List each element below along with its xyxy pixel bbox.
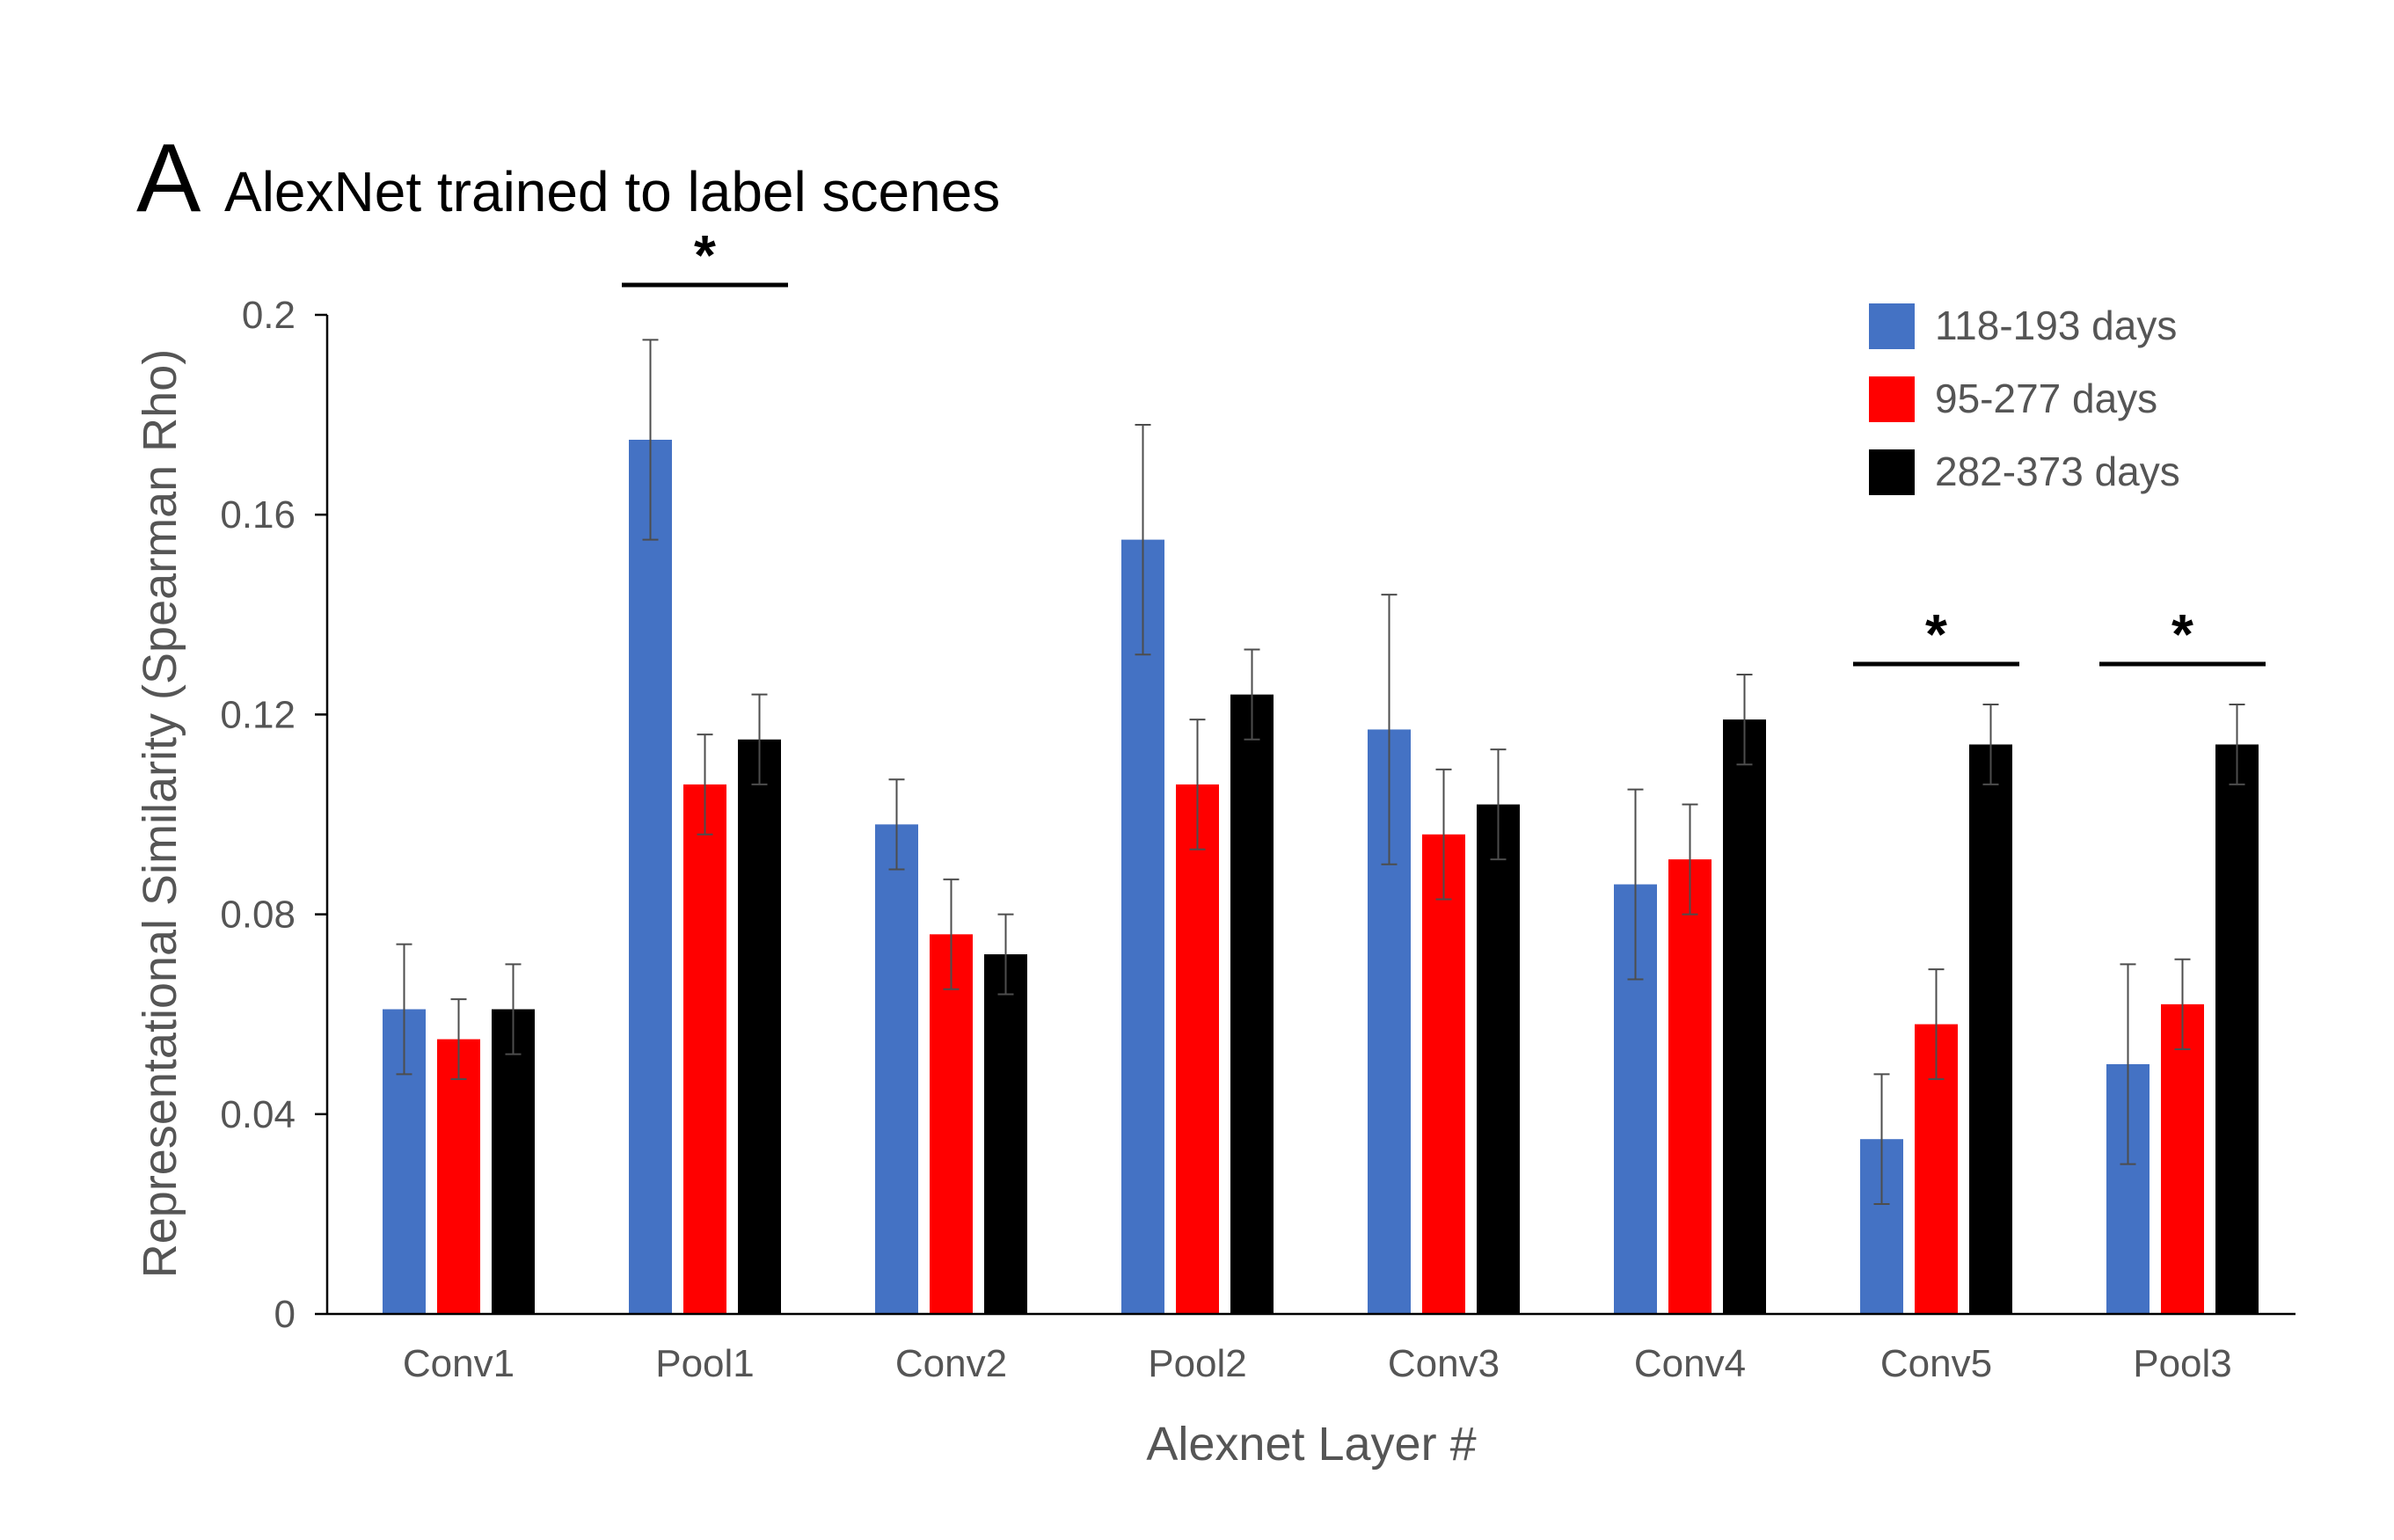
legend: 118-193 days 95-277 days 282-373 days xyxy=(1869,303,2180,495)
x-tick-label: Conv5 xyxy=(1880,1342,1992,1385)
x-tick-label: Conv4 xyxy=(1634,1342,1746,1385)
significance-star: * xyxy=(694,223,716,287)
bar xyxy=(437,1039,480,1314)
legend-label: 282-373 days xyxy=(1935,449,2180,494)
bars xyxy=(383,440,2259,1314)
bar xyxy=(629,440,672,1314)
significance-star: * xyxy=(2171,602,2193,666)
bar xyxy=(875,824,918,1314)
y-tick-label: 0.08 xyxy=(220,894,296,937)
chart-title: AlexNet trained to label scenes xyxy=(224,160,1000,223)
y-tick-label: 0.04 xyxy=(220,1093,296,1136)
x-tick-label: Conv3 xyxy=(1388,1342,1500,1385)
y-tick-label: 0.16 xyxy=(220,493,296,536)
legend-swatch xyxy=(1869,303,1915,349)
bar xyxy=(492,1009,535,1314)
bar xyxy=(1477,804,1520,1314)
bar xyxy=(984,954,1027,1314)
bar xyxy=(2215,744,2259,1314)
x-axis-title: Alexnet Layer # xyxy=(1146,1418,1476,1471)
y-axis-ticks: 0 0.04 0.08 0.12 0.16 0.2 xyxy=(220,294,327,1336)
x-axis-ticks: Conv1 Pool1 Conv2 Pool2 Conv3 Conv4 Conv5 Pool3 xyxy=(403,1342,2232,1385)
legend-label: 118-193 days xyxy=(1935,303,2177,348)
x-tick-label: Conv1 xyxy=(403,1342,515,1385)
significance-star: * xyxy=(1925,602,1947,666)
y-tick-label: 0 xyxy=(274,1293,296,1336)
x-tick-label: Pool3 xyxy=(2133,1342,2232,1385)
bar xyxy=(1230,694,1274,1314)
y-axis-title: Representational Similarity (Spearman Rh… xyxy=(134,349,186,1278)
error-bars xyxy=(396,339,2245,1206)
panel-letter: A xyxy=(136,124,201,232)
x-tick-label: Conv2 xyxy=(895,1342,1007,1385)
bar xyxy=(683,784,726,1314)
legend-swatch xyxy=(1869,449,1915,495)
bar xyxy=(930,934,973,1314)
x-tick-label: Pool1 xyxy=(655,1342,755,1385)
bar xyxy=(1723,719,1766,1314)
legend-swatch xyxy=(1869,376,1915,422)
legend-label: 95-277 days xyxy=(1935,376,2157,421)
bar xyxy=(1668,859,1712,1314)
bar xyxy=(738,739,781,1314)
significance-markers: * * * xyxy=(622,223,2266,667)
bar xyxy=(1422,834,1465,1314)
y-tick-label: 0.12 xyxy=(220,693,296,736)
bar xyxy=(1121,539,1164,1314)
bar xyxy=(2161,1004,2204,1314)
x-tick-label: Pool2 xyxy=(1148,1342,1247,1385)
y-tick-label: 0.2 xyxy=(242,294,296,337)
bar xyxy=(1176,784,1219,1314)
bar xyxy=(1969,744,2012,1314)
